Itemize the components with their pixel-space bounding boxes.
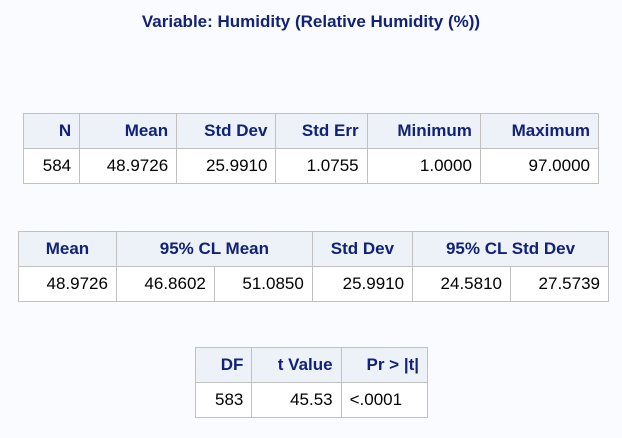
cell-cl-mean-upper: 51.0850 xyxy=(213,266,313,302)
column-header-std-dev: Std Dev xyxy=(311,231,414,267)
cell-mean: 48.9726 xyxy=(18,266,117,302)
column-header-std-dev: Std Dev xyxy=(176,113,277,149)
cell-t-value: 45.53 xyxy=(251,382,342,418)
column-header-t-value: t Value xyxy=(251,347,342,383)
cell-cl-mean-lower: 46.8602 xyxy=(115,266,215,302)
summary-statistics-table: N Mean Std Dev Std Err Minimum Maximum 5… xyxy=(22,113,600,184)
column-header-minimum: Minimum xyxy=(366,113,481,149)
column-header-std-err: Std Err xyxy=(275,113,368,149)
column-header-maximum: Maximum xyxy=(479,113,600,149)
table-row: 48.9726 46.8602 51.0850 25.9910 24.5810 … xyxy=(18,266,609,302)
column-header-mean: Mean xyxy=(79,113,178,149)
column-header-pr-t: Pr > |t| xyxy=(340,347,429,383)
column-header-95-cl-mean: 95% CL Mean xyxy=(115,231,313,267)
column-header-n: N xyxy=(22,113,81,149)
table-header-row: N Mean Std Dev Std Err Minimum Maximum xyxy=(22,113,600,149)
cell-df: 583 xyxy=(194,382,253,418)
cell-cl-std-dev-upper: 27.5739 xyxy=(510,266,609,302)
cell-minimum: 1.0000 xyxy=(366,148,481,184)
t-test-table: DF t Value Pr > |t| 583 45.53 <.0001 xyxy=(194,347,429,418)
cell-std-err: 1.0755 xyxy=(275,148,368,184)
cell-std-dev: 25.9910 xyxy=(311,266,414,302)
cell-mean: 48.9726 xyxy=(79,148,178,184)
column-header-df: DF xyxy=(194,347,253,383)
table-row: 583 45.53 <.0001 xyxy=(194,382,429,418)
column-header-mean: Mean xyxy=(18,231,117,267)
cell-cl-std-dev-lower: 24.5810 xyxy=(412,266,511,302)
cell-maximum: 97.0000 xyxy=(479,148,600,184)
confidence-limits-table: Mean 95% CL Mean Std Dev 95% CL Std Dev … xyxy=(18,231,609,302)
table-header-row: Mean 95% CL Mean Std Dev 95% CL Std Dev xyxy=(18,231,609,267)
table-row: 584 48.9726 25.9910 1.0755 1.0000 97.000… xyxy=(22,148,600,184)
table-header-row: DF t Value Pr > |t| xyxy=(194,347,429,383)
cell-std-dev: 25.9910 xyxy=(176,148,277,184)
cell-pr-t: <.0001 xyxy=(340,382,429,418)
page-title: Variable: Humidity (Relative Humidity (%… xyxy=(141,12,481,31)
cell-n: 584 xyxy=(22,148,81,184)
column-header-95-cl-std-dev: 95% CL Std Dev xyxy=(412,231,609,267)
